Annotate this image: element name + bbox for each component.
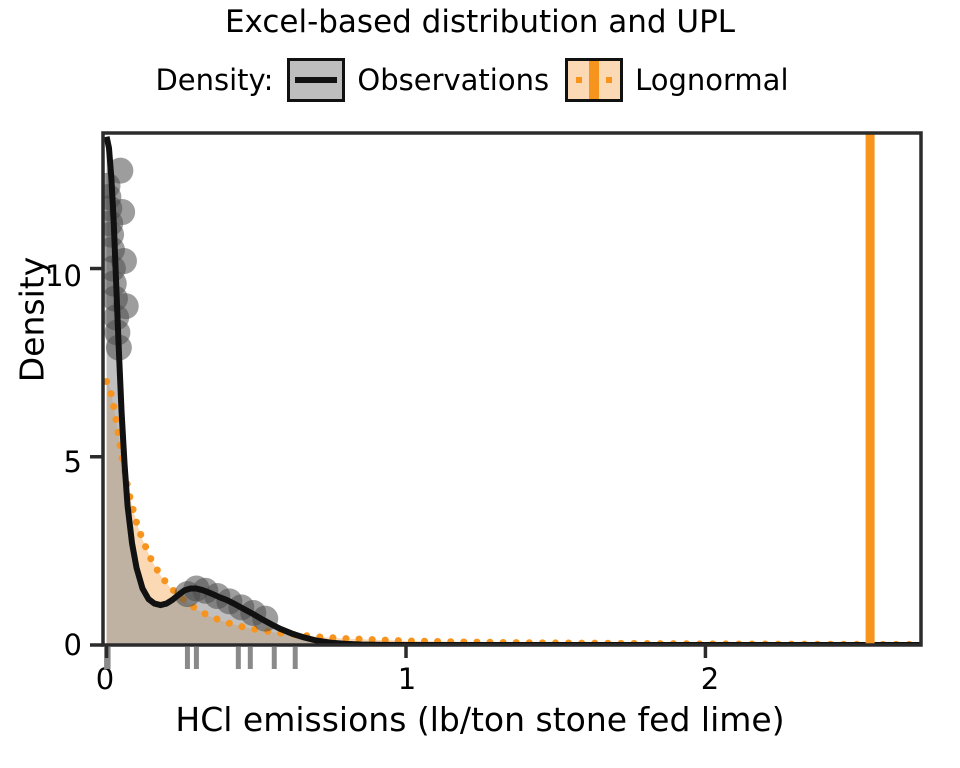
page-title: Excel-based distribution and UPL [224, 4, 736, 40]
y-tick-label-5: 5 [63, 445, 82, 479]
legend: Density: Observations Lognormal [0, 56, 960, 104]
solid-line-icon [295, 77, 338, 83]
legend-label-observations: Observations [357, 63, 550, 97]
y-tick-label-10: 10 [45, 259, 82, 293]
legend-title: Density: [155, 63, 274, 97]
legend-key-observations[interactable] [287, 58, 346, 102]
rug-marks [104, 647, 298, 669]
axis-frame [101, 131, 923, 647]
axis-ticks [90, 266, 708, 658]
observations-area [106, 136, 921, 645]
x-tick-label-0: 0 [95, 662, 115, 696]
x-tick-label-2: 2 [700, 662, 720, 696]
dotted-line-icon-right [606, 77, 613, 83]
x-axis-title: HCl emissions (lb/ton stone fed lime) [175, 700, 785, 739]
x-tick-label-1: 1 [397, 662, 417, 696]
vertical-bar-icon [589, 61, 600, 99]
legend-label-lognormal: Lognormal [635, 63, 789, 97]
y-tick-label-0: 0 [63, 628, 82, 662]
legend-key-lognormal[interactable] [565, 58, 624, 102]
dotted-line-icon-left [576, 77, 583, 83]
observations-curve [103, 136, 921, 645]
